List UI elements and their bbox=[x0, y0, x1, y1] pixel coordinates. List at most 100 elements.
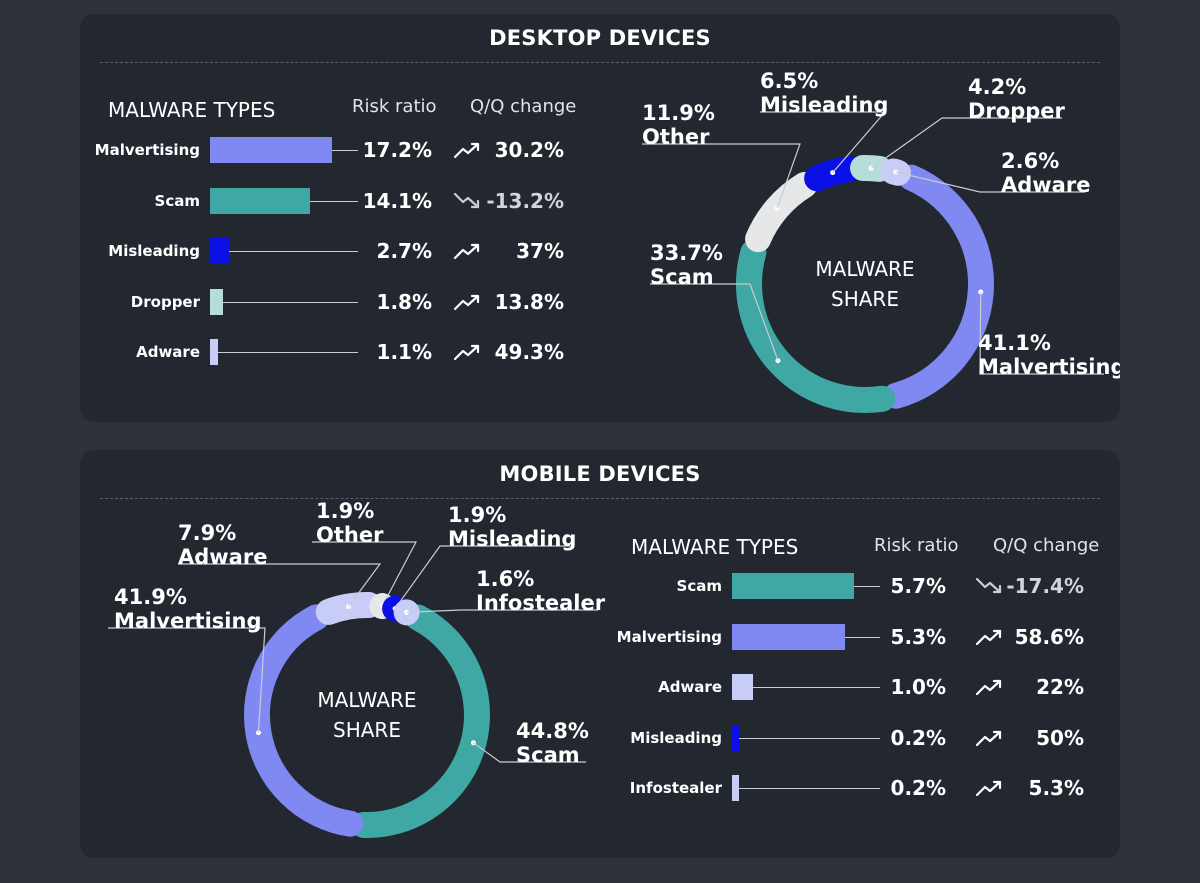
desktop-label-name-dropper: Dropper bbox=[968, 99, 1066, 123]
desktop-label-name-adware: Adware bbox=[1001, 173, 1090, 197]
mobile-label-name-adware: Adware bbox=[178, 545, 267, 569]
mobile-trend-up-icon-misleading bbox=[975, 730, 1002, 746]
desktop-row-label-scam: Scam bbox=[154, 191, 200, 210]
mobile-ratio-misleading: 0.2% bbox=[890, 725, 946, 750]
mobile-bar-malvertising bbox=[732, 623, 846, 650]
desktop-devices-panel: DESKTOP DEVICES MALWARE TYPES Risk ratio Q… bbox=[80, 14, 1120, 422]
desktop-ratio-adware: 1.1% bbox=[376, 340, 432, 364]
desktop-leader-scam bbox=[310, 200, 358, 202]
desktop-trend-up-icon-dropper bbox=[453, 294, 480, 310]
mobile-change-malvertising: 58.6% bbox=[1014, 624, 1084, 649]
desktop-slice-malvertising bbox=[883, 164, 994, 409]
mobile-leader-adware bbox=[753, 687, 880, 688]
desktop-label-pct-malvertising: 41.1% bbox=[978, 331, 1051, 355]
desktop-ratio-malvertising: 17.2% bbox=[362, 138, 432, 162]
desktop-trend-up-icon-malvertising bbox=[453, 142, 480, 159]
mobile-trend-up-icon-infostealer bbox=[975, 780, 1002, 797]
desktop-row-label-misleading: Misleading bbox=[108, 242, 200, 260]
mobile-col-qq-change: Q/Q change bbox=[993, 535, 1100, 556]
mobile-leader-line-infostealer bbox=[406, 609, 598, 613]
desktop-change-dropper: 13.8% bbox=[494, 289, 564, 314]
mobile-leader-line-malvertising bbox=[108, 627, 266, 733]
mobile-label-name-scam: Scam bbox=[516, 743, 580, 767]
desktop-slice-other bbox=[745, 171, 818, 253]
mobile-label-name-infostealer: Infostealer bbox=[476, 591, 606, 615]
desktop-label-name-malvertising: Malvertising bbox=[978, 355, 1120, 379]
mobile-leader-scam bbox=[854, 586, 880, 587]
mobile-label-pct-misleading: 1.9% bbox=[448, 503, 506, 527]
desktop-leader-line-malvertising bbox=[979, 292, 1104, 375]
mobile-leader-malvertising bbox=[845, 636, 880, 638]
desktop-bar-scam bbox=[210, 187, 310, 214]
desktop-leader-line-dropper bbox=[870, 117, 1062, 169]
mobile-bar-infostealer bbox=[732, 775, 739, 801]
desktop-label-pct-dropper: 4.2% bbox=[968, 75, 1026, 99]
mobile-ratio-infostealer: 0.2% bbox=[890, 776, 946, 800]
desktop-trend-down-icon-scam bbox=[453, 192, 480, 208]
desktop-bar-dropper bbox=[210, 288, 223, 315]
desktop-leader-dot-malvertising bbox=[978, 289, 984, 295]
desktop-bar-malvertising bbox=[210, 137, 332, 163]
mobile-leader-line-adware bbox=[178, 563, 382, 607]
desktop-change-adware: 49.3% bbox=[494, 340, 564, 364]
mobile-row-label-adware: Adware bbox=[658, 678, 722, 696]
desktop-label-pct-misleading: 6.5% bbox=[760, 69, 818, 93]
mobile-change-misleading: 50% bbox=[1036, 725, 1084, 750]
mobile-ratio-malvertising: 5.3% bbox=[890, 624, 946, 649]
mobile-bar-misleading bbox=[732, 724, 739, 751]
desktop-leader-misleading bbox=[229, 251, 358, 252]
mobile-trend-down-icon-scam bbox=[975, 577, 1002, 594]
desktop-ratio-scam: 14.1% bbox=[362, 188, 432, 213]
mobile-change-adware: 22% bbox=[1036, 675, 1084, 699]
desktop-panel-title: DESKTOP DEVICES bbox=[489, 26, 711, 50]
desktop-leader-line-adware bbox=[895, 171, 1085, 193]
mobile-bar-adware bbox=[732, 674, 754, 700]
desktop-label-pct-adware: 2.6% bbox=[1001, 149, 1059, 173]
desktop-malware-share-donut: 41.1%Malvertising 33.7%Scam 11.9%Other 6.5%… bbox=[642, 69, 1120, 413]
desktop-label-pct-other: 11.9% bbox=[642, 101, 715, 125]
mobile-center-line-2: SHARE bbox=[333, 718, 401, 742]
mobile-label-pct-malvertising: 41.9% bbox=[114, 585, 187, 609]
desktop-center-line-2: SHARE bbox=[831, 287, 899, 311]
desktop-leader-malvertising bbox=[332, 150, 358, 151]
mobile-malware-share-donut: 44.8%Scam 41.9%Malvertising 7.9%Adware 1.9%… bbox=[108, 499, 606, 838]
mobile-label-name-misleading: Misleading bbox=[448, 527, 576, 551]
desktop-trend-up-icon-misleading bbox=[453, 243, 480, 260]
mobile-panel-divider bbox=[100, 498, 1100, 499]
desktop-label-pct-scam: 33.7% bbox=[650, 241, 723, 265]
desktop-change-misleading: 37% bbox=[516, 239, 564, 263]
mobile-row-label-infostealer: Infostealer bbox=[629, 779, 722, 797]
mobile-trend-up-icon-malvertising bbox=[975, 629, 1002, 645]
mobile-row-label-malvertising: Malvertising bbox=[616, 627, 722, 646]
mobile-trend-up-icon-adware bbox=[975, 679, 1002, 696]
desktop-center-line-1: MALWARE bbox=[815, 257, 914, 281]
mobile-section-title: MALWARE TYPES bbox=[631, 535, 799, 559]
desktop-label-name-other: Other bbox=[642, 125, 710, 149]
mobile-change-infostealer: 5.3% bbox=[1028, 776, 1084, 800]
mobile-center-line-1: MALWARE bbox=[317, 688, 416, 712]
mobile-row-label-misleading: Misleading bbox=[630, 728, 722, 747]
desktop-change-malvertising: 30.2% bbox=[494, 138, 564, 162]
desktop-bar-misleading bbox=[210, 238, 230, 264]
mobile-ratio-adware: 1.0% bbox=[890, 675, 946, 699]
mobile-ratio-scam: 5.7% bbox=[890, 574, 946, 598]
mobile-label-pct-infostealer: 1.6% bbox=[476, 567, 534, 591]
desktop-ratio-misleading: 2.7% bbox=[376, 239, 432, 263]
mobile-leader-infostealer bbox=[739, 788, 880, 789]
mobile-label-pct-scam: 44.8% bbox=[516, 719, 589, 743]
mobile-row-label-scam: Scam bbox=[676, 577, 722, 595]
mobile-label-name-other: Other bbox=[316, 523, 384, 547]
desktop-panel-divider bbox=[100, 62, 1100, 63]
mobile-devices-panel: MOBILE DEVICES MALWARE TYPES Risk ratio Q/… bbox=[80, 450, 1120, 858]
mobile-label-pct-other: 1.9% bbox=[316, 499, 374, 523]
mobile-leader-misleading bbox=[739, 737, 880, 739]
desktop-leader-adware bbox=[217, 352, 358, 353]
mobile-label-name-malvertising: Malvertising bbox=[114, 609, 261, 633]
mobile-leader-line-other bbox=[312, 541, 417, 607]
mobile-panel-title: MOBILE DEVICES bbox=[499, 462, 701, 486]
desktop-section-title: MALWARE TYPES bbox=[108, 98, 276, 122]
desktop-bar-adware bbox=[210, 339, 218, 365]
desktop-trend-up-icon-adware bbox=[453, 344, 480, 361]
desktop-label-name-misleading: Misleading bbox=[760, 93, 888, 117]
desktop-row-label-dropper: Dropper bbox=[130, 292, 200, 311]
